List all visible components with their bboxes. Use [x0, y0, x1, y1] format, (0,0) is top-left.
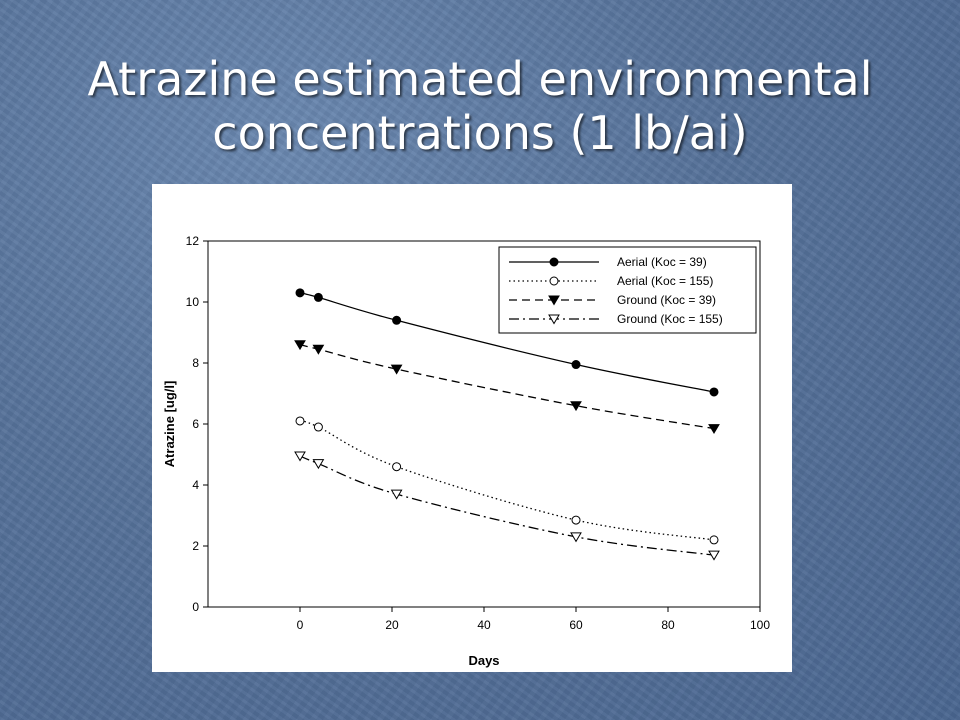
y-tick-label: 8	[192, 356, 199, 370]
data-point-series-4	[294, 451, 306, 462]
data-point-series-4	[390, 489, 403, 500]
series-line-3	[299, 344, 715, 430]
y-axis-title: Atrazine [ug/l]	[162, 381, 177, 468]
y-tick-label: 6	[192, 417, 199, 431]
series-line-2	[299, 420, 715, 541]
data-point-series-4	[570, 532, 582, 543]
legend-swatch-marker	[548, 295, 560, 306]
slide-title: Atrazine estimated environmental concent…	[87, 52, 873, 160]
data-point-series-3	[294, 340, 306, 351]
y-tick-label: 4	[192, 478, 199, 492]
x-axis-title: Days	[468, 653, 499, 668]
x-tick-label: 40	[477, 618, 491, 632]
legend-label: Ground (Koc = 155)	[617, 312, 723, 326]
data-point-series-2	[709, 535, 719, 545]
series-line-4	[299, 455, 715, 556]
data-point-series-1	[295, 288, 305, 298]
data-point-series-4	[312, 459, 325, 470]
data-point-series-2	[313, 422, 323, 432]
data-point-series-1	[571, 360, 581, 370]
legend-label: Ground (Koc = 39)	[617, 293, 716, 307]
y-tick-label: 10	[186, 295, 200, 309]
data-point-series-2	[571, 515, 581, 525]
x-tick-label: 80	[661, 618, 675, 632]
data-point-series-3	[570, 401, 582, 412]
data-point-series-3	[390, 364, 403, 375]
data-point-series-1	[709, 387, 719, 397]
y-tick-label: 2	[192, 539, 199, 553]
line-chart: 0 2 4 6 8 10 12 0 20 40 60 80 100 Days Atrazine [ug/l]…	[162, 234, 770, 668]
legend-swatch-marker	[549, 276, 559, 286]
data-point-series-1	[392, 315, 402, 325]
x-tick-label: 20	[385, 618, 399, 632]
legend-swatch-marker	[548, 314, 560, 325]
legend-label: Aerial (Koc = 155)	[617, 274, 713, 288]
legend-label: Aerial (Koc = 39)	[617, 255, 707, 269]
legend-swatch-marker	[549, 257, 559, 267]
x-tick-label: 100	[750, 618, 770, 632]
data-point-series-3	[708, 424, 720, 435]
chart-panel: 0 2 4 6 8 10 12 0 20 40 60 80 100 Days Atrazine [ug/l]…	[152, 184, 792, 672]
data-point-series-1	[313, 292, 323, 302]
data-point-series-4	[708, 550, 720, 561]
y-tick-label: 12	[186, 234, 200, 248]
legend-box	[498, 246, 757, 334]
data-point-series-3	[312, 344, 325, 355]
x-tick-label: 60	[569, 618, 583, 632]
data-point-series-2	[392, 462, 402, 472]
x-tick-label: 0	[297, 618, 304, 632]
data-point-series-2	[295, 416, 305, 426]
y-tick-label: 0	[192, 600, 199, 614]
